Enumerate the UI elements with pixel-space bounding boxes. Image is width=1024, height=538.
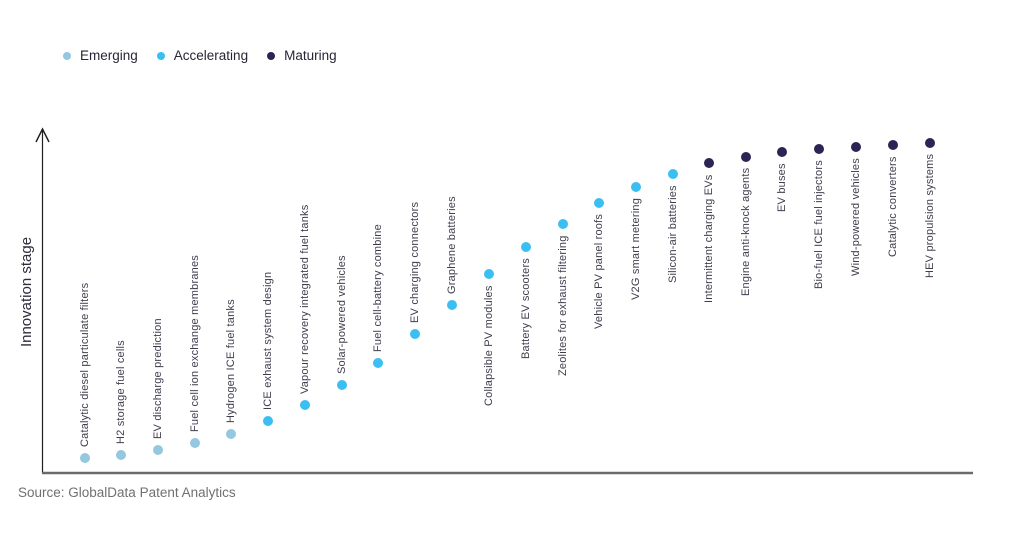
data-point <box>777 147 787 157</box>
data-point <box>80 453 90 463</box>
point-label: EV buses <box>776 163 788 212</box>
point-label: Graphene batteries <box>446 196 458 294</box>
legend-item: Maturing <box>267 48 337 63</box>
point-label: Vapour recovery integrated fuel tanks <box>299 204 311 394</box>
data-point <box>668 169 678 179</box>
point-label: Collapsible PV modules <box>483 285 495 406</box>
data-point <box>925 138 935 148</box>
data-point <box>226 429 236 439</box>
y-axis-title: Innovation stage <box>18 236 35 348</box>
data-point <box>153 445 163 455</box>
data-point <box>814 144 824 154</box>
point-label: Battery EV scooters <box>520 257 532 359</box>
point-label: Catalytic converters <box>887 156 899 257</box>
source-note: Source: GlobalData Patent Analytics <box>18 485 236 500</box>
point-label: EV discharge prediction <box>152 318 164 439</box>
data-point <box>704 158 714 168</box>
data-point <box>631 182 641 192</box>
point-label: Solar-powered vehicles <box>336 255 348 374</box>
legend-item: Accelerating <box>156 48 249 63</box>
legend-dot-icon <box>156 51 165 60</box>
data-point <box>594 198 604 208</box>
point-label: Fuel cell-battery combine <box>372 224 384 352</box>
point-label: Zeolites for exhaust filtering <box>557 235 569 376</box>
point-label: Silicon-air batteries <box>667 185 679 283</box>
point-label: Bio-fuel ICE fuel injectors <box>813 160 825 289</box>
legend-item-label: Emerging <box>80 48 138 63</box>
legend-item-label: Accelerating <box>173 48 249 63</box>
legend-dot-icon <box>267 51 276 60</box>
data-point <box>888 140 898 150</box>
point-label: Engine anti-knock agents <box>740 167 752 296</box>
point-label: V2G smart metering <box>630 197 642 300</box>
point-label: Vehicle PV panel roofs <box>593 213 605 329</box>
data-point <box>558 219 568 229</box>
data-point <box>373 358 383 368</box>
data-point <box>263 416 273 426</box>
data-point <box>521 242 531 252</box>
data-point <box>741 152 751 162</box>
data-point <box>410 329 420 339</box>
point-label: ICE exhaust system design <box>262 271 274 410</box>
point-label: Fuel cell ion exchange membranes <box>189 255 201 432</box>
point-label: Hydrogen ICE fuel tanks <box>225 299 237 423</box>
legend-item-label: Maturing <box>284 48 337 63</box>
point-label: EV charging connectors <box>409 201 421 323</box>
data-point <box>851 142 861 152</box>
data-point <box>447 300 457 310</box>
data-point <box>190 438 200 448</box>
legend: Emerging Accelerating Maturing <box>63 48 337 63</box>
point-label: Catalytic diesel particulate filters <box>79 282 91 447</box>
legend-dot-icon <box>63 51 71 60</box>
data-point <box>337 380 347 390</box>
point-label: H2 storage fuel cells <box>115 340 127 444</box>
point-label: Wind-powered vehicles <box>850 158 862 276</box>
data-point <box>300 400 310 410</box>
point-label: Intermittent charging EVs <box>703 174 715 303</box>
data-point <box>484 269 494 279</box>
legend-item: Emerging <box>63 48 138 63</box>
point-label: HEV propulsion systems <box>924 153 936 278</box>
data-point <box>116 450 126 460</box>
